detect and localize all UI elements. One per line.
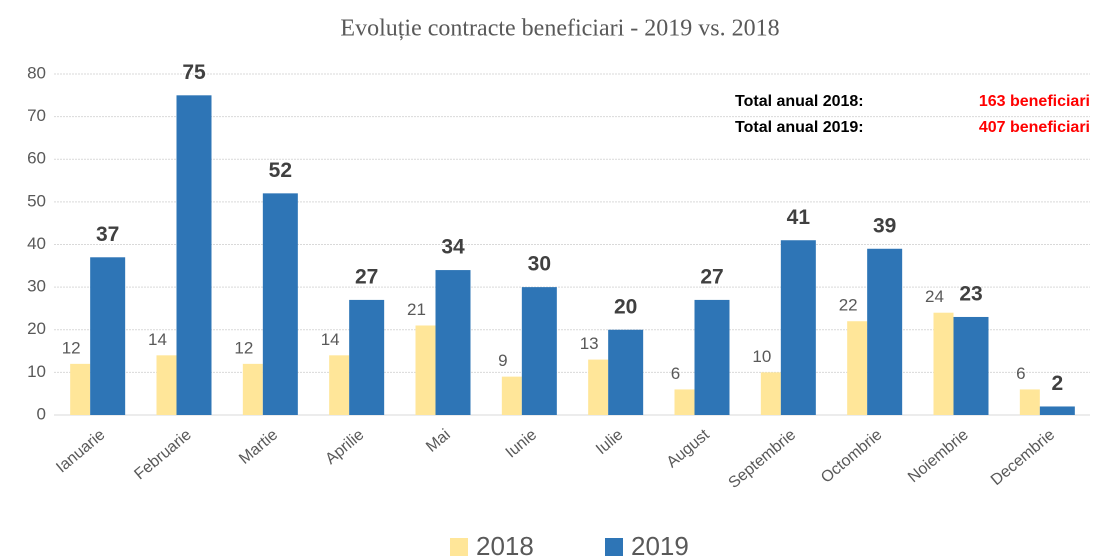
data-label: 75 bbox=[182, 61, 206, 84]
data-label: 12 bbox=[234, 338, 253, 357]
data-label: 9 bbox=[498, 351, 507, 370]
x-tick-label: August bbox=[664, 426, 714, 471]
data-label: 23 bbox=[959, 283, 982, 306]
bar bbox=[608, 329, 644, 415]
data-label: 14 bbox=[321, 330, 340, 349]
y-tick-label: 30 bbox=[27, 277, 46, 296]
y-tick-label: 0 bbox=[37, 404, 46, 423]
data-label: 27 bbox=[700, 265, 723, 288]
data-label: 39 bbox=[873, 214, 896, 237]
y-tick-label: 70 bbox=[27, 106, 46, 125]
bar bbox=[70, 363, 91, 415]
data-label: 34 bbox=[441, 236, 465, 259]
bar bbox=[1039, 406, 1075, 415]
y-tick-label: 50 bbox=[27, 191, 46, 210]
bar bbox=[674, 389, 695, 415]
legend-label: 2018 bbox=[476, 531, 534, 560]
bar bbox=[262, 193, 298, 415]
y-tick-label: 20 bbox=[27, 319, 46, 338]
data-label: 27 bbox=[355, 265, 378, 288]
bar bbox=[349, 299, 385, 415]
legend-label: 2019 bbox=[631, 531, 689, 560]
x-tick-label: Septembrie bbox=[726, 426, 800, 492]
annotation-label: Total anual 2018: bbox=[735, 93, 864, 110]
bar bbox=[694, 299, 730, 415]
data-label: 10 bbox=[752, 347, 771, 366]
bar bbox=[435, 270, 471, 415]
bar bbox=[588, 359, 609, 415]
annotation-value: 163 beneficiari bbox=[979, 93, 1090, 110]
data-label: 41 bbox=[787, 206, 811, 229]
y-tick-label: 40 bbox=[27, 234, 46, 253]
bar bbox=[156, 355, 177, 415]
y-tick-label: 60 bbox=[27, 149, 46, 168]
x-tick-label: Martie bbox=[236, 426, 281, 468]
data-label: 24 bbox=[925, 287, 944, 306]
bar bbox=[501, 376, 522, 415]
bar bbox=[953, 316, 989, 415]
bar bbox=[521, 287, 557, 415]
bar bbox=[867, 248, 903, 415]
x-tick-label: Decembrie bbox=[988, 426, 1058, 489]
data-label: 13 bbox=[580, 334, 599, 353]
data-label: 12 bbox=[62, 338, 81, 357]
x-tick-label: Ianuarie bbox=[53, 426, 108, 476]
data-label: 20 bbox=[614, 295, 637, 318]
x-tick-label: Iulie bbox=[593, 426, 626, 458]
x-tick-label: Octombrie bbox=[818, 426, 886, 487]
legend-swatch bbox=[450, 538, 468, 556]
data-label: 14 bbox=[148, 330, 167, 349]
data-label: 2 bbox=[1051, 372, 1063, 395]
bar bbox=[1019, 389, 1040, 415]
bar bbox=[242, 363, 263, 415]
data-label: 30 bbox=[528, 253, 551, 276]
x-tick-label: Iunie bbox=[503, 426, 541, 461]
bar bbox=[780, 240, 816, 415]
x-tick-label: Aprilie bbox=[322, 426, 367, 468]
legend-swatch bbox=[605, 538, 623, 556]
bar bbox=[90, 257, 126, 415]
bar bbox=[760, 372, 781, 415]
data-label: 52 bbox=[269, 159, 292, 182]
bar bbox=[933, 312, 954, 415]
data-label: 37 bbox=[96, 223, 119, 246]
bar bbox=[415, 325, 436, 415]
y-tick-label: 80 bbox=[27, 63, 46, 82]
x-tick-label: Mai bbox=[423, 426, 454, 456]
bar bbox=[847, 321, 868, 415]
annotation-label: Total anual 2019: bbox=[735, 119, 864, 136]
annotation-value: 407 beneficiari bbox=[979, 119, 1090, 136]
y-tick-label: 10 bbox=[27, 362, 46, 381]
bar bbox=[176, 95, 212, 415]
data-label: 21 bbox=[407, 300, 426, 319]
data-label: 22 bbox=[839, 296, 858, 315]
bar bbox=[329, 355, 350, 415]
x-tick-label: Noiembrie bbox=[905, 426, 972, 486]
data-label: 6 bbox=[671, 364, 680, 383]
data-label: 6 bbox=[1016, 364, 1025, 383]
x-tick-label: Februarie bbox=[131, 426, 194, 483]
chart-title: Evoluție contracte beneficiari - 2019 vs… bbox=[340, 16, 779, 42]
